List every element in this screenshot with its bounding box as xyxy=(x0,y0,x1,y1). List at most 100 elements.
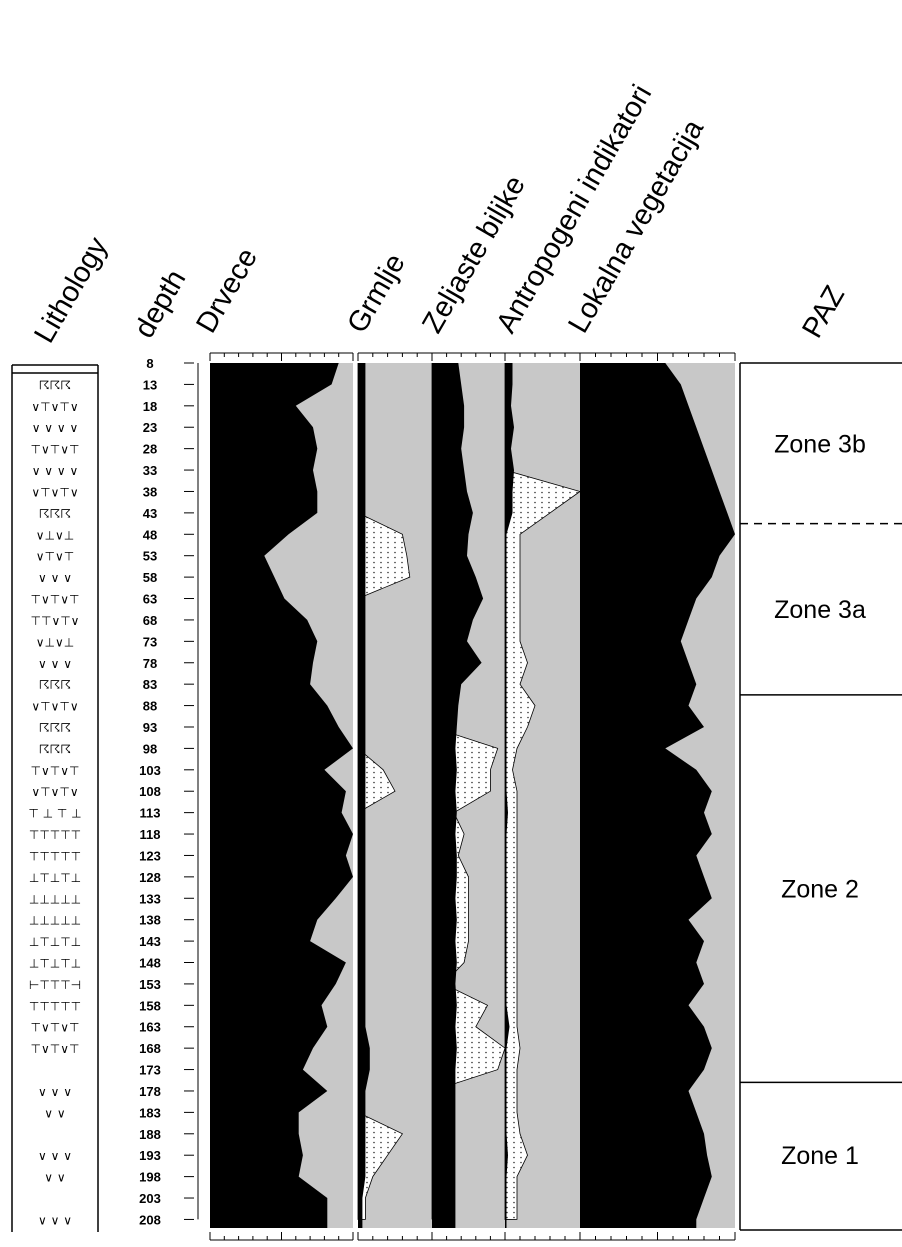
depth-label: 108 xyxy=(139,784,161,799)
zone-label: Zone 3a xyxy=(774,596,866,624)
lithology-symbol: ☈☈☈ xyxy=(39,378,71,392)
depth-label: 38 xyxy=(143,484,157,499)
panel-grmlje: 30% xyxy=(357,352,433,1241)
lithology-symbol: ∨⊤∨⊤ xyxy=(36,550,74,564)
depth-label: 138 xyxy=(139,913,161,928)
series-area xyxy=(505,363,514,1228)
lithology-symbol: ∨ ∨ xyxy=(44,1106,65,1120)
depth-label: 153 xyxy=(139,977,161,992)
lithology-symbol: ⊤∨⊤∨⊤ xyxy=(31,1021,80,1035)
series-area xyxy=(210,363,353,1228)
depth-label: 198 xyxy=(139,1170,161,1185)
lithology-symbol: ∨ ∨ xyxy=(44,1171,65,1185)
lithology-symbol: ⊤∨⊤∨⊤ xyxy=(31,764,80,778)
depth-label: 93 xyxy=(143,720,157,735)
lithology-symbol: ∨ ∨ ∨ xyxy=(38,1085,72,1099)
panel-drvece: 50% xyxy=(209,352,354,1241)
depth-label: 88 xyxy=(143,699,157,714)
lithology-symbol: ⊥⊥⊥⊥⊥ xyxy=(29,914,81,928)
lithology-symbol: ⊥⊤⊥⊤⊥ xyxy=(29,871,81,885)
depth-label: 48 xyxy=(143,527,157,542)
lithology-symbol: ⊥⊤⊥⊤⊥ xyxy=(29,935,81,949)
zone-label: Zone 1 xyxy=(781,1142,859,1170)
depth-label: 123 xyxy=(139,848,161,863)
depth-label: 148 xyxy=(139,956,161,971)
lithology-symbol: ∨ ∨ ∨ xyxy=(38,1213,72,1227)
panel-antropogeni-indikatori: 30% xyxy=(504,352,581,1241)
lithology-symbol: ☈☈☈ xyxy=(39,742,71,756)
panel-header: Lokalna vegetacija xyxy=(562,114,710,339)
lithology-symbol: ⊤⊤∨⊤∨ xyxy=(31,614,80,628)
lithology-symbol: ∨⊤∨⊤∨ xyxy=(31,700,78,714)
panel-zeljaste-biljke: 30% xyxy=(431,352,506,1241)
lithology-symbol: ⊤ ⊥ ⊤ ⊥ xyxy=(28,807,81,821)
header-depth: depth xyxy=(128,265,192,344)
lithology-symbol: ∨ ∨ ∨ xyxy=(38,1149,72,1163)
depth-label: 183 xyxy=(139,1105,161,1120)
series-area xyxy=(432,363,484,1228)
depth-label: 188 xyxy=(139,1127,161,1142)
depth-label: 193 xyxy=(139,1148,161,1163)
depth-label: 8 xyxy=(146,356,153,371)
lithology-symbol: ☈☈☈ xyxy=(39,678,71,692)
depth-label: 203 xyxy=(139,1191,161,1206)
depth-label: 173 xyxy=(139,1063,161,1078)
depth-label: 113 xyxy=(140,806,161,821)
depth-label: 78 xyxy=(143,656,157,671)
depth-label: 13 xyxy=(143,377,157,392)
depth-label: 43 xyxy=(143,506,157,521)
lithology-symbol: ∨⊤∨⊤∨ xyxy=(31,785,78,799)
lithology-symbol: ⊤⊤⊤⊤⊤ xyxy=(29,828,81,842)
lithology-symbol: ☈☈☈ xyxy=(39,507,71,521)
zone-label: Zone 3b xyxy=(774,430,866,458)
depth-label: 83 xyxy=(143,677,157,692)
depth-label: 168 xyxy=(139,1041,161,1056)
lithology-symbol: ⊤⊤⊤⊤⊤ xyxy=(29,849,81,863)
lithology-symbol: ⊢⊤⊤⊤⊣ xyxy=(29,978,81,992)
depth-label: 33 xyxy=(143,463,157,478)
lithology-symbol: ⊤∨⊤∨⊤ xyxy=(31,443,80,457)
lithology-symbol: ⊥⊥⊥⊥⊥ xyxy=(29,892,81,906)
exaggeration-curve xyxy=(504,363,581,1220)
depth-label: 143 xyxy=(139,934,161,949)
lithology-symbol: ∨ ∨ ∨ xyxy=(38,571,72,585)
series-area xyxy=(358,363,370,1228)
panel-lokalna-vegetacija: 50% xyxy=(579,352,736,1241)
lithology-symbol: ∨ ∨ ∨ ∨ xyxy=(32,464,79,478)
depth-label: 23 xyxy=(143,420,157,435)
lithology-symbol: ∨ ∨ ∨ ∨ xyxy=(32,421,79,435)
depth-label: 103 xyxy=(139,763,161,778)
depth-label: 208 xyxy=(139,1212,161,1227)
depth-label: 73 xyxy=(143,634,157,649)
lithology-symbol: ⊥⊤⊥⊤⊥ xyxy=(29,957,81,971)
series-area xyxy=(580,363,735,1228)
depth-label: 68 xyxy=(143,613,157,628)
lithology-symbol: ⊤∨⊤∨⊤ xyxy=(31,1042,80,1056)
depth-label: 63 xyxy=(143,592,157,607)
zone-label: Zone 2 xyxy=(781,876,859,904)
lithology-symbol: ∨⊤∨⊤∨ xyxy=(31,400,78,414)
panel-header: Grmlje xyxy=(341,249,411,339)
depth-label: 98 xyxy=(143,741,157,756)
depth-label: 163 xyxy=(139,1020,161,1035)
lithology-symbol: ∨⊤∨⊤∨ xyxy=(31,485,78,499)
lithology-symbol: ⊤⊤⊤⊤⊤ xyxy=(29,999,81,1013)
depth-label: 58 xyxy=(143,570,157,585)
panel-header: Drvece xyxy=(190,243,264,339)
depth-label: 128 xyxy=(139,870,161,885)
lithology-symbol: ∨⊥∨⊥ xyxy=(36,528,74,542)
depth-label: 28 xyxy=(143,442,157,457)
depth-label: 118 xyxy=(140,827,161,842)
depth-label: 133 xyxy=(139,891,161,906)
lithology-symbol: ∨ ∨ ∨ xyxy=(38,657,72,671)
header-paz: PAZ xyxy=(796,281,851,344)
lithology-symbol: ☈☈☈ xyxy=(39,721,71,735)
lithology-symbol: ⊤∨⊤∨⊤ xyxy=(31,593,80,607)
depth-label: 178 xyxy=(139,1084,161,1099)
depth-label: 18 xyxy=(143,399,157,414)
depth-label: 53 xyxy=(143,549,157,564)
depth-label: 158 xyxy=(139,998,161,1013)
lithology-symbol: ∨⊥∨⊥ xyxy=(36,635,74,649)
header-lithology: Lithology xyxy=(28,232,114,349)
